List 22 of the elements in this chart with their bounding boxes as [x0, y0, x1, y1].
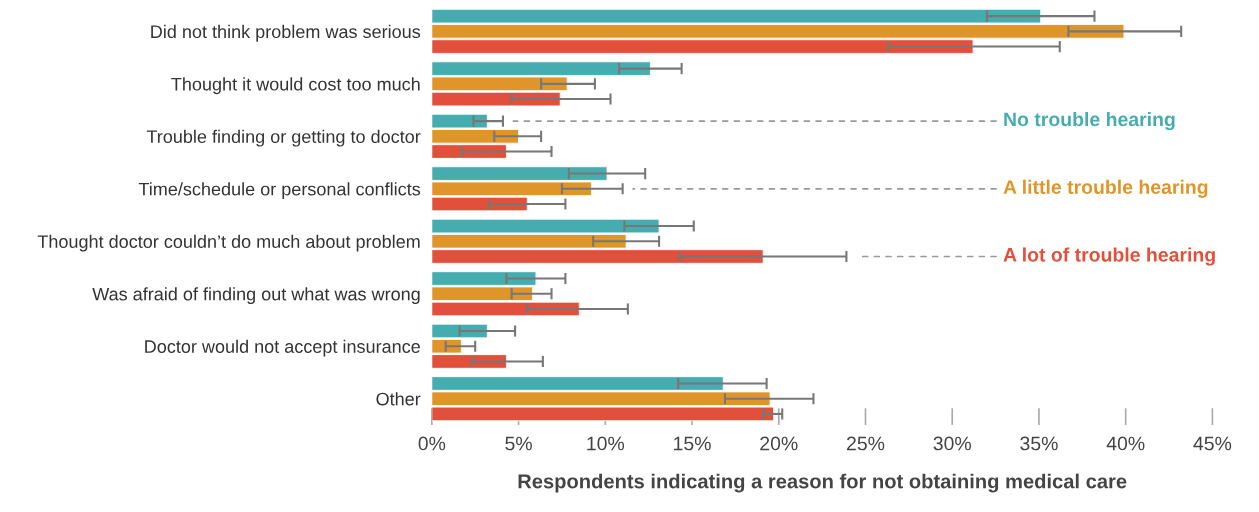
y-tick-label: Doctor would not accept insurance: [145, 339, 420, 357]
text: No trouble hearing: [1004, 112, 1175, 131]
x-tick-label: 0%: [418, 436, 446, 451]
y-tick-label: Other: [376, 392, 421, 406]
x-tick-label: 15%: [674, 436, 711, 451]
x-tick-label: 5%: [505, 436, 532, 451]
x-tick-label: 30%: [933, 436, 971, 451]
x-tick-label: 40%: [1106, 436, 1145, 451]
x-tick-label: 10%: [587, 436, 625, 451]
x-tick-label: 35%: [1020, 436, 1058, 451]
text: A little trouble hearing: [1003, 179, 1208, 198]
y-tick-label: Was afraid of finding out what was wrong: [92, 287, 420, 305]
x-axis-title: Respondents indicating a reason for not obtaining medical care: [518, 473, 1127, 493]
y-tick-label: Trouble finding or getting to doctor: [146, 129, 421, 147]
x-tick-label: 20%: [760, 436, 798, 451]
y-tick-label: Time/schedule or personal conflicts: [138, 182, 421, 200]
x-tick-label: 45%: [1193, 436, 1232, 451]
y-tick-label: Did not think problem was serious: [151, 24, 421, 42]
y-tick-label: Thought doctor couldn’t do much about problem: [37, 234, 420, 252]
y-tick-label: Thought it would cost too much: [171, 77, 420, 95]
x-tick-label: 25%: [847, 436, 885, 451]
text: A lot of trouble hearing: [1003, 247, 1215, 266]
